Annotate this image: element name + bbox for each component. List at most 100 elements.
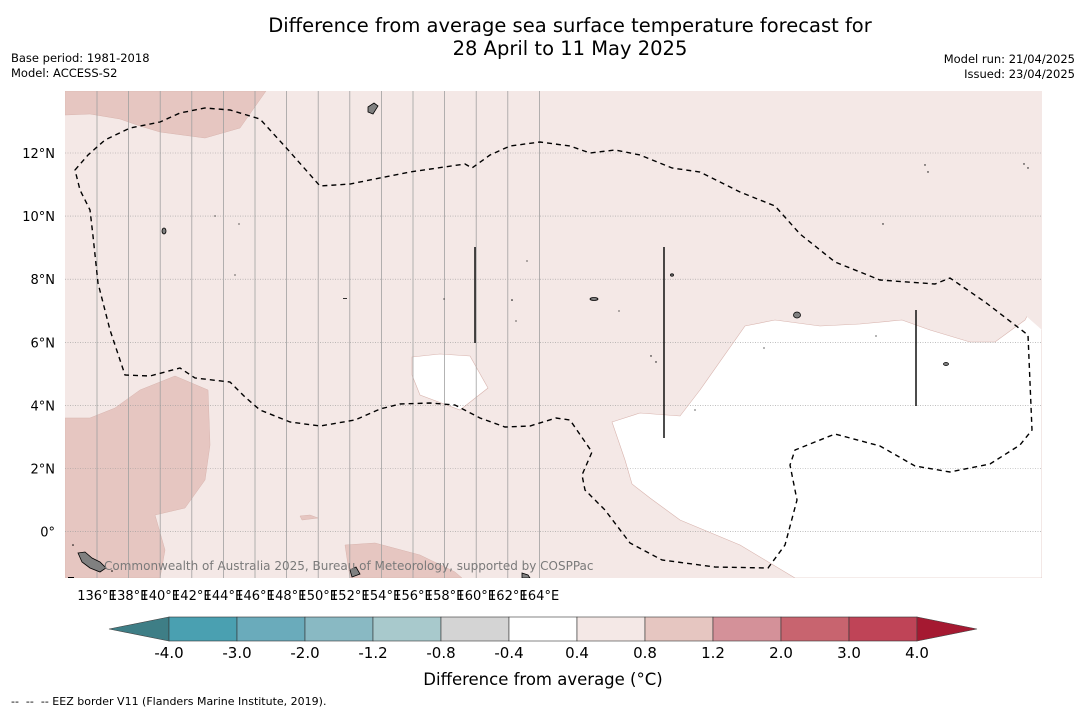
anomaly-band-0-4-0-8 [1025,262,1042,330]
anomaly-band-0-8-1-2 [65,375,211,578]
longitude-label: 164°E [520,589,560,604]
colorbar-segment [712,616,782,642]
longitude-label: 156°E [393,589,433,604]
island [77,551,107,573]
colorbar-extend-high [916,616,978,642]
island [161,227,167,235]
base-info: Base period: 1981-2018 Model: ACCESS-S2 [11,51,150,80]
island [793,311,801,319]
longitude-label: 154°E [362,589,402,604]
latitude-label: 2°N [31,463,56,478]
title-line-1: Difference from average sea surface temp… [268,14,872,37]
colorbar-segment [372,616,442,642]
colorbar-segment [440,616,510,642]
island [349,566,361,578]
issued-text: Issued: 23/04/2025 [964,66,1075,81]
islet [618,310,620,312]
islet [1023,163,1025,165]
islet [511,299,513,301]
islet [68,577,74,578]
chart-title: Difference from average sea surface temp… [0,14,1085,60]
land-masses [77,102,949,578]
latitude-label: 6°N [31,336,56,351]
colorbar-tick-label: 0.4 [565,644,589,662]
islet [650,355,652,357]
colorbar-segment [576,616,646,642]
colorbar-segment [508,616,578,642]
longitude-label: 148°E [267,589,307,604]
colorbar-segment [304,616,374,642]
latitude-label: 4°N [31,399,56,414]
colorbar-tick-label: 3.0 [837,644,861,662]
colorbar-tick-label: -2.0 [290,644,320,662]
colorbar-tick-label: -0.8 [426,644,456,662]
watermark-text: Commonwealth of Australia 2025, Bureau o… [104,559,594,573]
anomaly-band-0-8-1-2 [65,91,267,139]
colorbar-tick-label: -3.0 [222,644,252,662]
colorbar [108,616,978,642]
longitude-label: 140°E [140,589,180,604]
run-info: Model run: 21/04/2025 Issued: 23/04/2025 [944,52,1075,81]
islet [234,274,236,276]
map-plot-area: Commonwealth of Australia 2025, Bureau o… [65,91,1042,578]
latitude-label: 8°N [31,273,56,288]
latitude-label: 0° [40,526,55,541]
islet [515,320,517,322]
colorbar-segment [780,616,850,642]
islet [526,260,528,262]
islet [763,347,765,349]
longitude-label: 146°E [235,589,275,604]
model-text: Model: ACCESS-S2 [11,65,118,80]
islet [111,570,113,572]
eez-border [74,107,1033,569]
islet [927,171,929,173]
colorbar-tick-label: -4.0 [154,644,184,662]
islet [343,298,347,299]
colorbar-segment [236,616,306,642]
colorbar-title: Difference from average (°C) [423,670,663,689]
colorbar-extend-low [108,616,170,642]
islet [882,223,884,225]
longitude-label: 138°E [109,589,149,604]
eez-footnote: -- -- -- EEZ border V11 (Flanders Marine… [11,695,327,708]
island [521,572,531,578]
longitude-label: 162°E [488,589,528,604]
islet [655,361,657,363]
latitude-label: 12°N [22,147,55,162]
islet [1027,167,1029,169]
longitude-labels: 136°E138°E140°E142°E144°E146°E148°E150°E… [77,589,559,604]
longitude-label: 136°E [77,589,117,604]
islet [694,409,696,411]
colorbar-tick-label: -1.2 [358,644,388,662]
colorbar-tick-label: 4.0 [905,644,929,662]
islet [875,335,877,337]
islet [443,298,445,300]
longitude-label: 144°E [204,589,244,604]
latitude-label: 10°N [22,210,55,225]
colorbar-segment [848,616,918,642]
island [943,362,949,366]
colorbar-tick-label: 2.0 [769,644,793,662]
islet [238,223,240,225]
colorbar-tick-label: 1.2 [701,644,725,662]
colorbar-tick-label: -0.4 [494,644,524,662]
island [670,273,674,277]
latitude-labels: 12°N 10°N 8°N 6°N 4°N 2°N 0° [22,147,55,541]
longitude-label: 160°E [456,589,496,604]
longitude-label: 142°E [172,589,212,604]
islet [214,215,216,217]
island [367,102,379,115]
island [589,297,599,301]
longitude-label: 150°E [298,589,338,604]
islet [924,164,926,166]
islet [72,544,74,546]
colorbar-segment [644,616,714,642]
base-period-text: Base period: 1981-2018 [11,51,150,65]
title-line-2: 28 April to 11 May 2025 [452,37,688,60]
longitude-label: 152°E [330,589,370,604]
anomaly-band-0-8-1-2 [344,542,463,578]
colorbar-segment [168,616,238,642]
small-islands [68,163,1029,578]
model-run-text: Model run: 21/04/2025 [943,52,1075,66]
